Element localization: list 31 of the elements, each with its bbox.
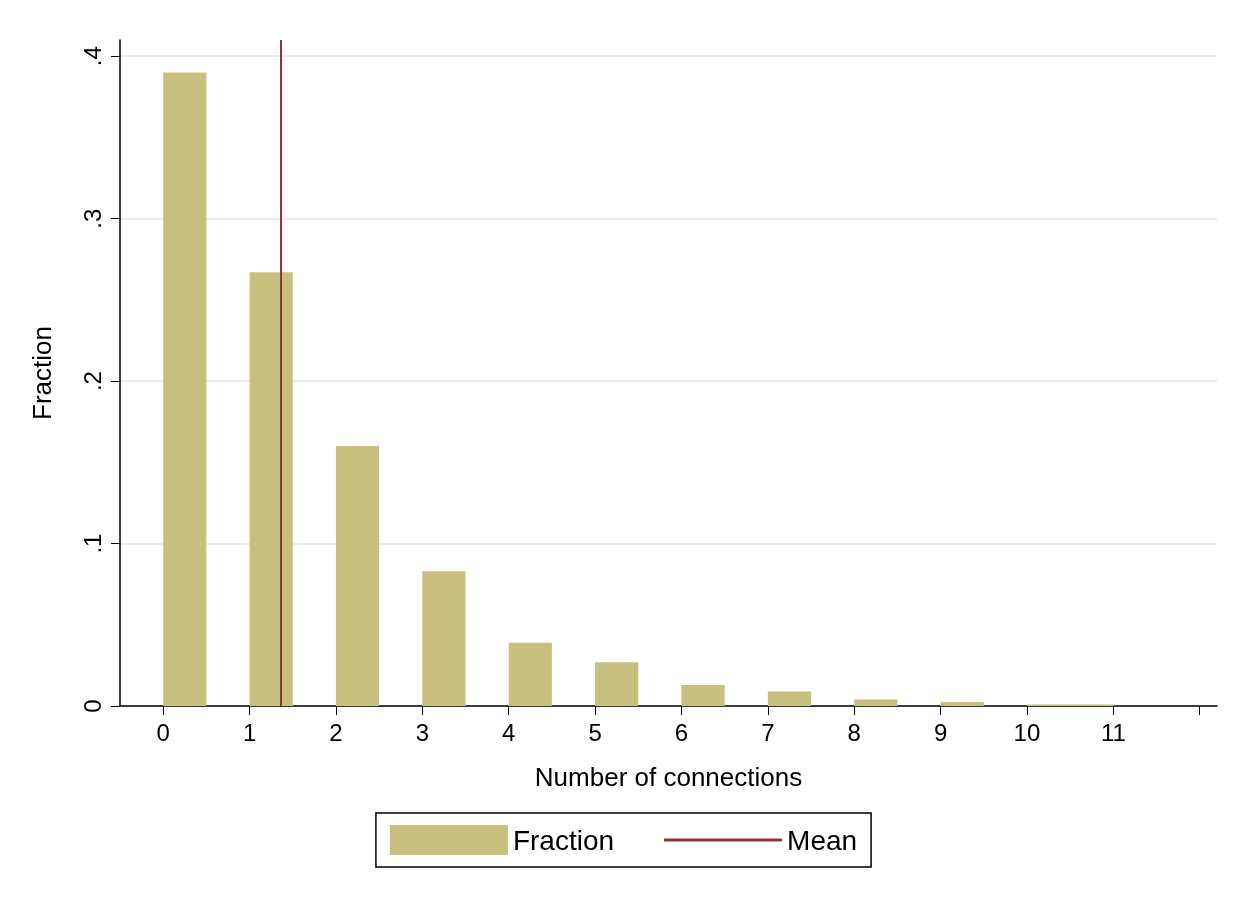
legend-label: Fraction <box>512 824 615 856</box>
x-tick-label: 1 <box>242 718 257 746</box>
bar <box>854 699 898 706</box>
bar <box>335 446 380 706</box>
y-tick-label: .1 <box>78 533 106 554</box>
x-tick-label: 7 <box>761 718 775 746</box>
bar <box>249 272 293 706</box>
bar <box>767 691 812 706</box>
bar <box>681 684 725 706</box>
legend-label: Mean <box>787 824 858 856</box>
y-tick-label: .3 <box>78 208 106 229</box>
y-tick-label: 0 <box>78 699 106 713</box>
x-tick-label: 3 <box>415 718 429 746</box>
y-tick-label: .4 <box>78 46 106 67</box>
bar <box>163 72 207 706</box>
x-tick-label: 11 <box>1100 718 1126 746</box>
bar <box>508 642 552 706</box>
x-tick-label: 0 <box>156 718 170 746</box>
bar <box>940 701 984 706</box>
bar <box>422 571 466 706</box>
x-tick-label: 8 <box>847 718 861 746</box>
bar <box>595 662 639 706</box>
x-tick-label: 10 <box>1013 718 1041 746</box>
x-tick-label: 6 <box>674 718 689 746</box>
y-tick-label: .2 <box>78 371 106 392</box>
x-tick-label: 4 <box>502 718 516 746</box>
x-axis-title: Number of connections <box>534 762 803 792</box>
x-tick-label: 2 <box>329 718 343 746</box>
y-axis-title: Fraction <box>27 326 57 420</box>
x-tick-label: 5 <box>588 718 602 746</box>
x-tick-label: 9 <box>933 718 948 746</box>
